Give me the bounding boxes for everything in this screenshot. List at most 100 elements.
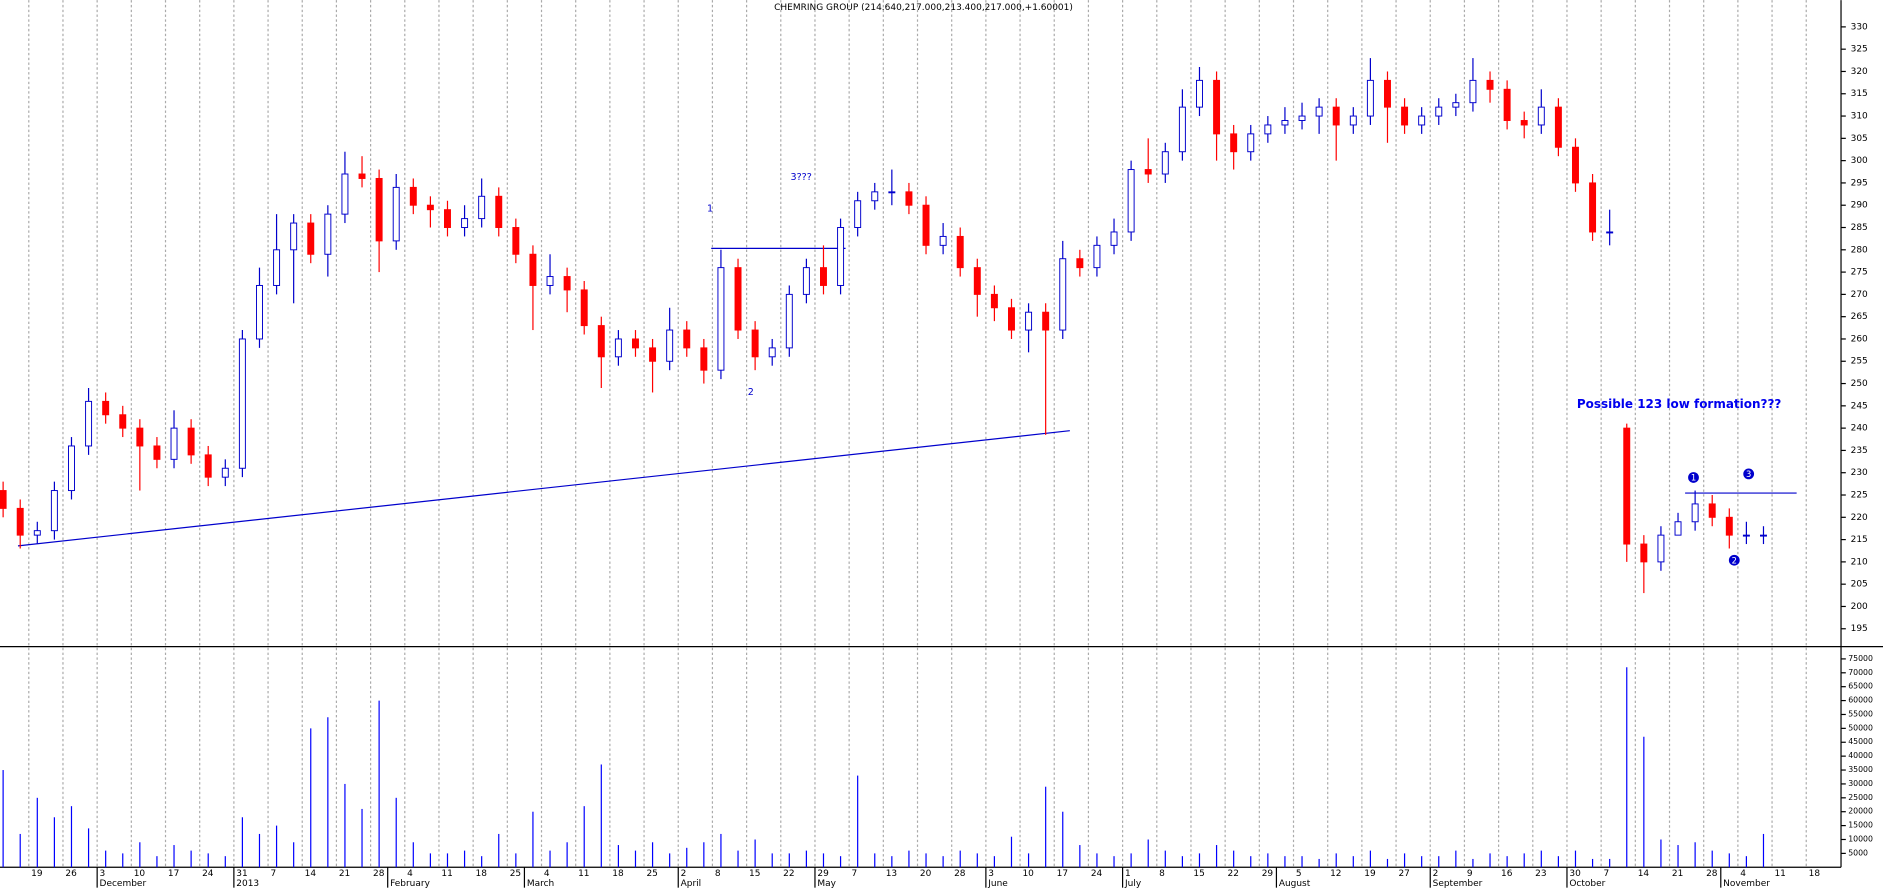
y-tick-label: 225 [1851,491,1868,501]
x-tick-label: 19 [31,869,43,879]
y-tick-label: 325 [1851,45,1868,55]
x-tick-label: 3 [988,869,994,879]
x-tick-label: 7 [270,869,276,879]
candle-body [1640,543,1648,563]
candle-body [717,267,725,371]
chart-title: CHEMRING GROUP (214.640,217.000,213.400,… [774,3,1073,13]
candle-body [204,454,212,478]
x-tick-label: 28 [1706,869,1718,879]
x-tick-label: 19 [1364,869,1376,879]
y-tick-label: 330 [1851,22,1868,32]
candle-body [1742,534,1750,537]
candle-body [238,338,246,469]
x-tick-label: 26 [65,869,77,879]
y-tick-label: 70000 [1848,668,1873,677]
y-tick-label: 270 [1851,290,1868,300]
x-tick-label: 28 [954,869,966,879]
candle-body [119,414,127,429]
x-tick-label: 4 [544,869,550,879]
y-tick-label: 15000 [1848,821,1873,830]
month-label: February [390,879,430,889]
marks [0,58,1767,868]
annotation: 1 [1691,473,1696,483]
candle-body [973,267,981,295]
candle-body [1623,427,1631,545]
y-tick-label: 265 [1851,312,1868,322]
x-tick-label: 8 [1159,869,1165,879]
x-tick-label: 18 [612,869,624,879]
candle-body [837,227,845,286]
candle-body [341,173,349,215]
candle-body [1230,133,1238,153]
x-tick-label: 29 [1262,869,1274,879]
candle-body [1589,182,1597,233]
candle-body [683,329,691,349]
x-tick-label: 18 [1809,869,1821,879]
annotation: 2 [748,387,754,398]
x-tick-label: 27 [1398,869,1409,879]
candle-body [529,253,537,286]
annotation: 2 [1732,555,1737,565]
candle-body [1366,79,1374,117]
y-tick-label: 280 [1851,245,1868,255]
candle-body [956,235,964,269]
candle-body [1674,521,1682,536]
y-tick-label: 75000 [1848,654,1873,663]
candle-body [632,338,639,349]
candle-body [375,177,383,242]
x-tick-label: 25 [646,869,657,879]
x-tick-label: 22 [783,869,794,879]
candle-body [324,213,332,255]
candle-body [1708,503,1716,518]
x-tick-label: 2 [1433,869,1439,879]
x-tick-label: 11 [441,869,452,879]
month-label: September [1433,879,1483,889]
y-tick-label: 260 [1851,334,1868,344]
candle-body [700,347,708,371]
candle-body [495,195,503,228]
month-label: April [681,879,702,889]
annotation-marker [1688,472,1699,483]
x-tick-label: 4 [1740,869,1746,879]
x-tick-label: 4 [407,869,413,879]
candle-body [50,490,58,532]
x-tick-label: 25 [510,869,521,879]
y-tick-label: 20000 [1848,807,1873,816]
candle-body [1196,79,1203,108]
y-tick-label: 25000 [1848,793,1873,802]
candle-body [751,329,759,358]
x-tick-label: 2 [681,869,687,879]
candle-body [888,191,896,194]
candle-body [1486,79,1494,90]
candle-body [768,347,776,358]
candle-body [820,267,827,286]
x-tick-label: 17 [1057,869,1068,879]
candle-body [871,191,879,202]
candle-body [597,325,605,358]
candle-body [1572,146,1579,184]
x-tick-label: 5 [1296,869,1302,879]
x-tick-label: 7 [852,869,858,879]
candle-body [1435,106,1443,117]
x-tick-label: 7 [1604,869,1610,879]
y-tick-label: 275 [1851,268,1868,278]
candle-body [16,507,24,536]
annotation-marker [1728,554,1740,566]
candle-body [85,400,93,447]
candle-body [1760,534,1767,537]
candle-body [1401,106,1409,126]
candle-body [1298,115,1306,121]
y-tick-label: 210 [1851,557,1868,567]
x-tick-label: 9 [1467,869,1473,879]
candle-body [358,173,366,179]
candle-body [905,191,913,206]
month-label: March [527,879,554,889]
candle-body [1025,311,1033,331]
y-tick-label: 40000 [1848,751,1873,760]
candle-body [307,222,315,255]
candle-body [922,204,930,246]
candle-body [1469,79,1477,104]
x-tick-label: 14 [305,869,317,879]
x-tick-label: 8 [715,869,721,879]
